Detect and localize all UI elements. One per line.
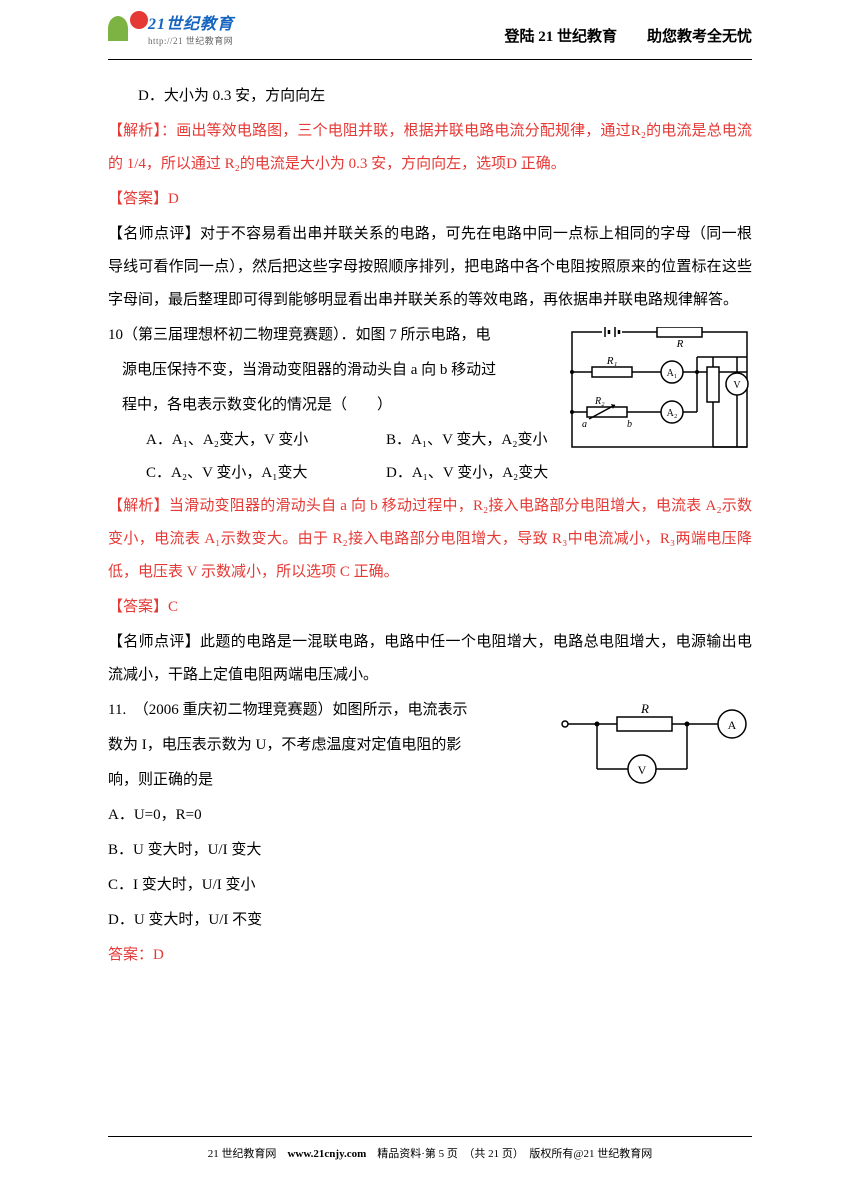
svg-text:V: V xyxy=(638,763,647,777)
q10-analysis: 【解析】当滑动变阻器的滑动头自 a 向 b 移动过程中，R₂接入电路部分电阻增大… xyxy=(108,490,752,589)
logo: 21世纪教育 http://21 世纪教育网 xyxy=(108,10,234,47)
teacher-comment: 【名师点评】对于不容易看出串并联关系的电路，可先在电路中同一点标上相同的字母（同… xyxy=(108,218,752,317)
circuit-diagram-2: R A V xyxy=(557,699,752,794)
q10-answer: 【答案】C xyxy=(108,591,752,624)
logo-brand: 21世纪教育 xyxy=(148,10,234,34)
q10-stem-3: 程中，各电表示数变化的情况是（ ） xyxy=(108,389,548,422)
svg-text:R: R xyxy=(676,338,684,350)
q10-stem-2: 源电压保持不变，当滑动变阻器的滑动头自 a 向 b 移动过 xyxy=(108,354,548,387)
footer-info: 精品资料·第 5 页 （共 21 页） 版权所有@21 世纪教育网 xyxy=(377,1148,652,1160)
q11-option-c: C．I 变大时，U/I 变小 xyxy=(108,869,752,902)
page-footer: 21 世纪教育网 www.21cnjy.com 精品资料·第 5 页 （共 21… xyxy=(108,1136,752,1161)
analysis-text: 【解析】：画出等效电路图，三个电阻并联，根据并联电路电流分配规律，通过R₂的电流… xyxy=(108,115,752,181)
q10-options-row2: C．A₂、V 变小，A₁变大 D．A₁、V 变小，A₂变大 xyxy=(108,457,752,490)
answer-text: 【答案】D xyxy=(108,183,752,216)
q11-answer: 答案：D xyxy=(108,939,752,972)
q10-option-c: C．A₂、V 变小，A₁变大 xyxy=(146,457,386,490)
svg-text:a: a xyxy=(582,419,587,430)
question-11: 11. （2006 重庆初二物理竞赛题）如图所示，电流表示 数为 I，电压表示数… xyxy=(108,694,752,797)
footer-url: www.21cnjy.com xyxy=(287,1148,366,1160)
question-10: 10（第三届理想杯初二物理竞赛题）．如图 7 所示电路，电 源电压保持不变，当滑… xyxy=(108,319,752,422)
svg-text:A: A xyxy=(728,718,737,732)
q10-option-d: D．A₁、V 变小，A₂变大 xyxy=(386,457,606,490)
svg-text:R: R xyxy=(640,701,649,716)
option-d: D．大小为 0.3 安，方向向左 xyxy=(108,80,752,113)
q10-option-a: A．A₁、A₂变大，V 变小 xyxy=(146,424,386,457)
circuit-diagram-1: R R₁ A₁ R₂ a b A₂ R₃ xyxy=(567,327,752,457)
svg-text:A₁: A₁ xyxy=(667,368,678,379)
q11-option-b: B．U 变大时，U/I 变大 xyxy=(108,834,752,867)
q11-stem-3: 响，则正确的是 xyxy=(108,764,548,797)
footer-brand: 21 世纪教育网 xyxy=(208,1148,277,1160)
q11-stem-2: 数为 I，电压表示数为 U，不考虑温度对定值电阻的影 xyxy=(108,729,548,762)
q11-stem-1: 11. （2006 重庆初二物理竞赛题）如图所示，电流表示 xyxy=(108,694,548,727)
logo-url: http://21 世纪教育网 xyxy=(148,34,234,47)
svg-text:R₁: R₁ xyxy=(606,355,618,367)
svg-text:V: V xyxy=(733,380,741,391)
q11-option-a: A．U=0，R=0 xyxy=(108,799,752,832)
logo-icon xyxy=(108,11,143,46)
q10-comment: 【名师点评】此题的电路是一混联电路，电路中任一个电阻增大，电路总电阻增大，电源输… xyxy=(108,626,752,692)
page-header: 21世纪教育 http://21 世纪教育网 登陆 21 世纪教育 助您教考全无… xyxy=(0,0,860,60)
q10-stem-1: 10（第三届理想杯初二物理竞赛题）．如图 7 所示电路，电 xyxy=(108,319,548,352)
document-content: D．大小为 0.3 安，方向向左 【解析】：画出等效电路图，三个电阻并联，根据并… xyxy=(0,60,860,972)
q11-option-d: D．U 变大时，U/I 不变 xyxy=(108,904,752,937)
header-slogan: 登陆 21 世纪教育 助您教考全无忧 xyxy=(504,25,752,46)
logo-text: 21世纪教育 http://21 世纪教育网 xyxy=(148,10,234,47)
header-divider xyxy=(108,59,752,60)
svg-text:R₂: R₂ xyxy=(594,396,605,407)
svg-text:b: b xyxy=(627,419,632,430)
svg-text:A₂: A₂ xyxy=(667,408,678,419)
